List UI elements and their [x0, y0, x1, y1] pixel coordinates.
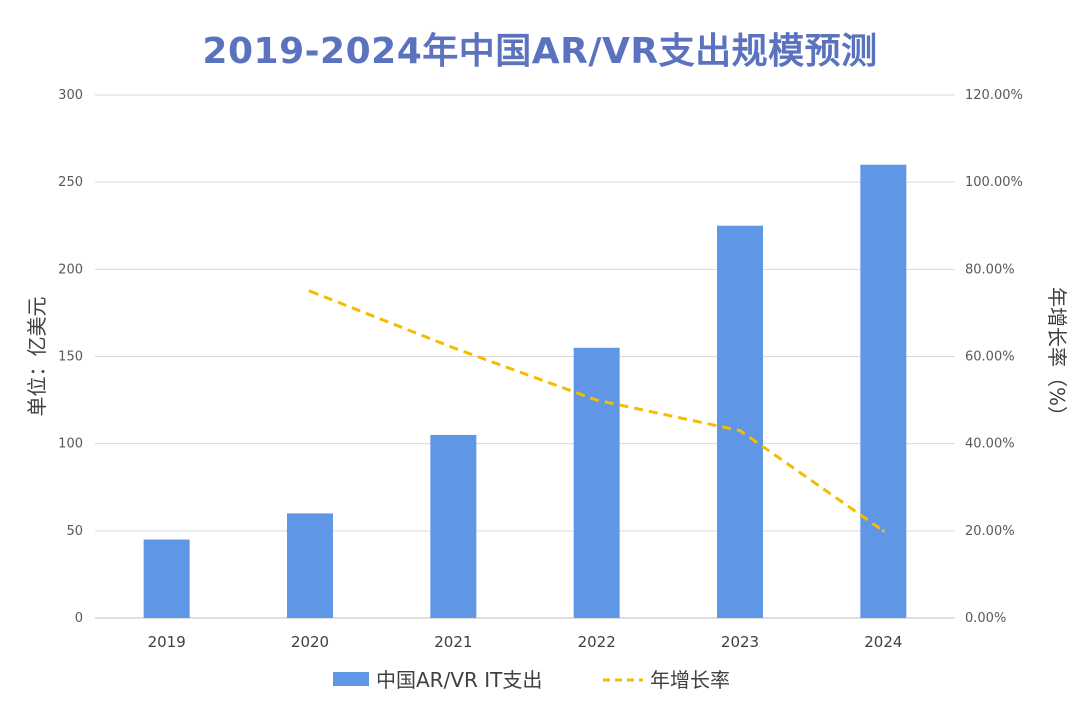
y2-tick-label: 60.00% [965, 350, 1015, 365]
x-tick-label: 2020 [291, 633, 329, 651]
y2-tick-label: 40.00% [965, 437, 1015, 452]
x-tick-label: 2022 [578, 633, 616, 651]
grid [95, 94, 955, 619]
bars [143, 164, 907, 618]
legend-bar-label: 中国AR/VR IT支出 [376, 668, 542, 692]
y2-axis-title: 年增长率（%） [1045, 287, 1069, 426]
legend: 中国AR/VR IT支出 年增长率 [333, 668, 730, 692]
y2-tick-label: 100.00% [965, 175, 1023, 190]
bar-2022 [573, 347, 620, 618]
legend-line-label: 年增长率 [650, 668, 730, 692]
growth-point-2022 [595, 398, 599, 402]
growth-line [308, 289, 885, 533]
y-tick-label: 50 [66, 524, 83, 539]
y2-tick-label: 0.00% [965, 611, 1006, 626]
growth-point-2024 [881, 529, 885, 533]
y2-tick-label: 120.00% [965, 88, 1023, 103]
growth-point-2023 [738, 429, 742, 433]
y-tick-label: 200 [58, 262, 83, 277]
y-axis-title: 单位：亿美元 [25, 297, 49, 417]
y-tick-label: 0 [75, 611, 83, 626]
growth-point-2021 [451, 346, 455, 350]
y2-tick-label: 80.00% [965, 262, 1015, 277]
y2-tick-label: 20.00% [965, 524, 1015, 539]
y-tick-label: 150 [58, 350, 83, 365]
x-tick-label: 2021 [434, 633, 472, 651]
bar-2023 [717, 225, 763, 618]
x-tick-label: 2023 [721, 633, 759, 651]
legend-bar-swatch [333, 672, 369, 686]
y-tick-label: 300 [58, 88, 83, 103]
y-tick-label: 250 [58, 175, 83, 190]
x-tick-label: 2019 [148, 633, 186, 651]
axes: 0 50 100 150 200 250 300 0.00% 20.00% 40.00% 60.00… [25, 88, 1069, 651]
growth-point-2020 [308, 289, 312, 293]
y-tick-label: 100 [58, 437, 83, 452]
bar-2024 [860, 164, 907, 618]
bar-2020 [287, 513, 333, 618]
bar-2019 [143, 539, 190, 618]
bar-2021 [430, 434, 477, 618]
chart-title: 2019-2024年中国AR/VR支出规模预测 [202, 31, 878, 72]
x-tick-label: 2024 [864, 633, 902, 651]
